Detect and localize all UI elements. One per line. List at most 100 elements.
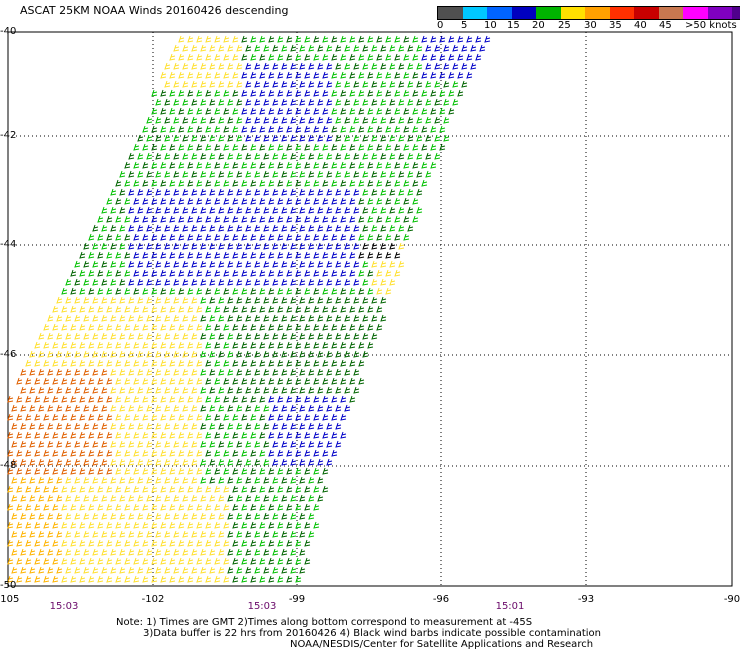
wind-barb [155, 422, 162, 430]
wind-barb [272, 404, 279, 412]
wind-barb [295, 323, 302, 331]
wind-barb [344, 116, 351, 124]
wind-barb [133, 377, 140, 385]
wind-barb [110, 548, 117, 556]
wind-barb [322, 359, 329, 367]
wind-barb [11, 512, 18, 520]
wind-barb [182, 422, 189, 430]
wind-barb [133, 557, 140, 565]
wind-barb [245, 134, 252, 142]
wind-barb [295, 359, 302, 367]
wind-barb [277, 431, 284, 439]
wind-barb [115, 413, 122, 421]
wind-barb [371, 80, 378, 88]
wind-barb [223, 377, 230, 385]
wind-barb [335, 242, 342, 250]
wind-barb [214, 377, 221, 385]
wind-barb [412, 89, 419, 97]
wind-barb [286, 449, 293, 457]
wind-barb [407, 224, 414, 232]
wind-barb [299, 116, 306, 124]
wind-barb [443, 116, 450, 124]
wind-barb [281, 368, 288, 376]
wind-barb [430, 71, 437, 79]
wind-barb [254, 224, 261, 232]
wind-barb [443, 80, 450, 88]
wind-barb [65, 476, 72, 484]
wind-barb [52, 413, 59, 421]
wind-barb [164, 386, 171, 394]
wind-barb [160, 269, 167, 277]
wind-barb [196, 233, 203, 241]
wind-barb [115, 251, 122, 259]
wind-barb [295, 377, 302, 385]
wind-barb [236, 530, 243, 538]
wind-barb [277, 287, 284, 295]
wind-barb [124, 269, 131, 277]
wind-barb [358, 305, 365, 313]
wind-barb [169, 413, 176, 421]
wind-barb [313, 251, 320, 259]
wind-barb [268, 323, 275, 331]
wind-barb [241, 287, 248, 295]
wind-barb [295, 341, 302, 349]
wind-barb [295, 449, 302, 457]
wind-barb [151, 557, 158, 565]
wind-barb [142, 467, 149, 475]
wind-barb [182, 188, 189, 196]
wind-barb [268, 197, 275, 205]
wind-barb [146, 188, 153, 196]
wind-barb [317, 260, 324, 268]
wind-barb [191, 368, 198, 376]
wind-barb [385, 71, 392, 79]
wind-barb [196, 431, 203, 439]
wind-barb [79, 503, 86, 511]
wind-barb [412, 53, 419, 61]
wind-barb [272, 188, 279, 196]
wind-barb [394, 35, 401, 43]
wind-barb [137, 152, 144, 160]
wind-barb [182, 314, 189, 322]
wind-barb [160, 287, 167, 295]
wind-barb [92, 494, 99, 502]
wind-barb [70, 503, 77, 511]
wind-barb [326, 350, 333, 358]
wind-barb [205, 269, 212, 277]
wind-barb [200, 224, 207, 232]
wind-barb [317, 458, 324, 466]
wind-barb [218, 386, 225, 394]
wind-barb [376, 89, 383, 97]
wind-barb [299, 404, 306, 412]
wind-barb [250, 89, 257, 97]
wind-barb [128, 440, 135, 448]
wind-barb [340, 251, 347, 259]
wind-barb [268, 161, 275, 169]
wind-barb [173, 278, 180, 286]
wind-barb [173, 44, 180, 52]
map-frame [7, 31, 733, 587]
wind-barb [133, 287, 140, 295]
wind-barb [124, 215, 131, 223]
wind-barb [160, 161, 167, 169]
wind-barb [358, 179, 365, 187]
wind-barb [43, 557, 50, 565]
wind-barb [88, 395, 95, 403]
wind-barb [340, 143, 347, 151]
wind-barb [259, 377, 266, 385]
wind-barb [169, 107, 176, 115]
wind-barb [7, 521, 14, 529]
wind-barb [187, 449, 194, 457]
wind-barb [196, 215, 203, 223]
wind-barb [385, 107, 392, 115]
legend-label: 5 [461, 20, 468, 31]
wind-barb [110, 386, 117, 394]
wind-barb [290, 224, 297, 232]
wind-barb [106, 503, 113, 511]
wind-barb [97, 575, 104, 583]
wind-barb [254, 278, 261, 286]
wind-barb [268, 107, 275, 115]
wind-barb [146, 134, 153, 142]
wind-barb [119, 278, 126, 286]
wind-barb [200, 296, 207, 304]
wind-barb [83, 476, 90, 484]
